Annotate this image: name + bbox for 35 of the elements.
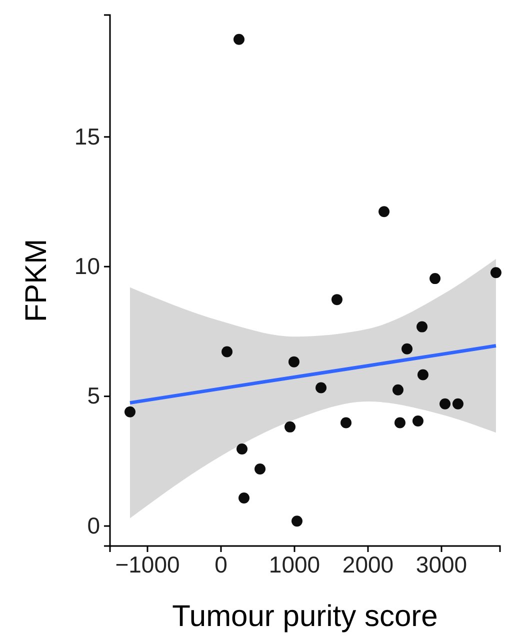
point [291,516,302,527]
point [316,382,327,394]
x-tick-label: 2000 [342,551,394,578]
point [394,417,406,428]
x-tick-label: 0 [214,551,228,578]
y-tick-label: 15 [74,123,100,150]
point [402,343,413,354]
x-tick-label: 1000 [268,551,320,578]
x-axis-title: Tumour purity score [172,600,438,633]
point [124,406,136,418]
point [416,321,428,332]
point [378,206,390,218]
point [238,492,250,504]
point [331,294,342,306]
point [452,398,464,410]
point [392,384,404,396]
y-tick-label: 0 [87,512,100,538]
point [288,356,300,368]
x-tick-label: −1000 [115,551,180,578]
point [417,369,428,380]
y-tick-label: 10 [74,252,100,279]
line-series [128,344,498,405]
y-axis-title: FPKM [20,238,53,322]
point [490,267,502,278]
y-tick-label: 5 [87,382,100,409]
point [412,415,424,426]
point [340,417,352,428]
point [284,421,296,432]
point [440,398,451,410]
point [236,443,248,454]
x-tick-label: 3000 [416,551,468,578]
point [254,463,266,474]
point [430,273,441,284]
point [233,34,244,45]
point [222,346,233,358]
